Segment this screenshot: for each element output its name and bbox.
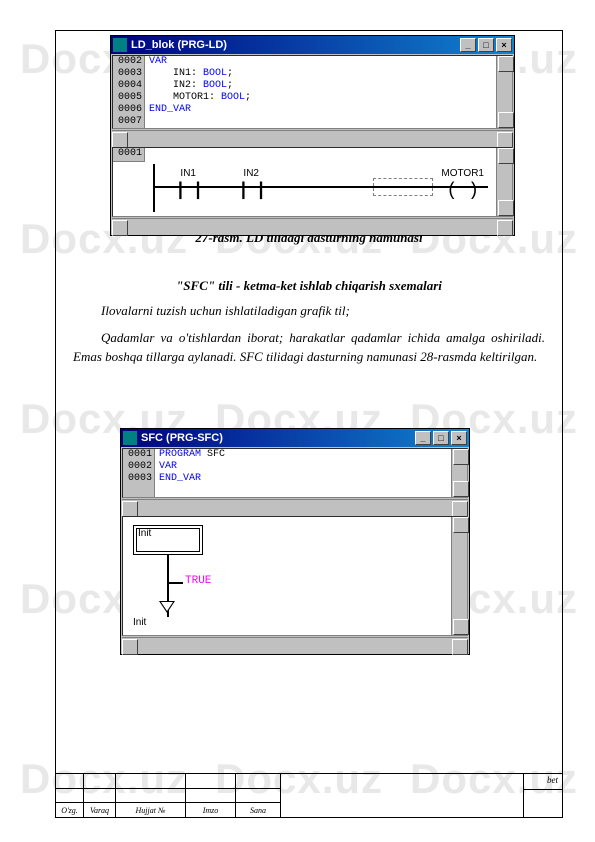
line-number: 0002 [123,461,155,473]
line-number: 0003 [113,68,145,80]
vertical-scrollbar[interactable] [451,449,467,497]
ld-window: LD_blok (PRG-LD) _ □ × 0002VAR 0003 IN1:… [110,35,515,236]
vertical-scrollbar[interactable] [496,56,512,128]
footer-block: O'zg. Varaq Hujjat № Imzo Sana bet [56,773,562,817]
sfc-transition-line [167,582,183,584]
ld-title: LD_blok (PRG-LD) [131,39,227,51]
line-number: 0002 [113,56,145,68]
ladder-diagram[interactable]: 0001 IN1 | | IN2 | | MOTOR1 ( ) [112,147,513,217]
footer-cell [84,774,116,788]
line-number: 0006 [113,104,145,116]
footer-cell [236,774,281,788]
close-button[interactable]: × [496,38,512,52]
contact-in2[interactable]: IN2 | | [238,168,264,201]
sfc-subheading: "SFC" tili - ketma-ket ishlab chiqarish … [55,278,563,294]
sfc-titlebar[interactable]: SFC (PRG-SFC) _ □ × [121,429,469,447]
close-button[interactable]: × [451,431,467,445]
sfc-end-label: Init [133,617,146,628]
selection-box [373,178,433,196]
footer-cell [116,789,186,803]
footer-cell [116,774,186,788]
vertical-scrollbar[interactable] [496,148,512,216]
footer-cell [186,774,236,788]
sfc-window: SFC (PRG-SFC) _ □ × 0001PROGRAM SFC 0002… [120,428,470,655]
footer-sana: Sana [236,803,281,817]
footer-cell [236,789,281,803]
horizontal-scrollbar[interactable] [122,637,468,653]
coil-motor1[interactable]: MOTOR1 ( ) [441,168,484,201]
footer-cell [84,789,116,803]
footer-bet: bet [524,774,562,790]
sfc-app-icon [123,431,137,445]
contact-in1[interactable]: IN1 | | [175,168,201,201]
paragraph-2: Qadamlar va o'tishlardan iborat; harakat… [55,329,563,367]
line-number: 0007 [113,116,145,128]
footer-hujjat: Hujjat № [116,803,186,817]
horizontal-scrollbar[interactable] [112,218,513,234]
sfc-code-area[interactable]: 0001PROGRAM SFC 0002VAR 0003END_VAR [122,448,468,498]
ld-app-icon [113,38,127,52]
footer-varaq: Varaq [84,803,116,817]
footer-page-num [524,790,562,817]
ld-titlebar[interactable]: LD_blok (PRG-LD) _ □ × [111,36,514,54]
sfc-init-step[interactable]: Init [133,525,203,555]
footer-cell [56,774,84,788]
footer-mid [281,774,524,817]
sfc-diagram[interactable]: Init TRUE Init [122,516,468,636]
maximize-button[interactable]: □ [433,431,449,445]
vertical-scrollbar[interactable] [451,517,467,635]
minimize-button[interactable]: _ [460,38,476,52]
horizontal-scrollbar[interactable] [122,499,468,515]
sfc-transition-label[interactable]: TRUE [185,575,211,587]
ld-code-area[interactable]: 0002VAR 0003 IN1: BOOL; 0004 IN2: BOOL; … [112,55,513,129]
line-number [123,485,155,497]
sfc-title: SFC (PRG-SFC) [141,432,223,444]
horizontal-scrollbar[interactable] [112,130,513,146]
rung-number: 0001 [113,148,145,162]
paragraph-1: Ilovalarni tuzish uchun ishlatiladigan g… [55,302,563,321]
footer-cell [186,789,236,803]
rung-line [153,186,488,188]
sfc-jump-icon[interactable] [159,601,175,613]
minimize-button[interactable]: _ [415,431,431,445]
line-number: 0004 [113,80,145,92]
footer-ozg: O'zg. [56,803,84,817]
line-number: 0001 [123,449,155,461]
maximize-button[interactable]: □ [478,38,494,52]
left-rail [153,164,155,212]
line-number: 0003 [123,473,155,485]
footer-cell [56,789,84,803]
line-number: 0005 [113,92,145,104]
footer-imzo: Imzo [186,803,236,817]
